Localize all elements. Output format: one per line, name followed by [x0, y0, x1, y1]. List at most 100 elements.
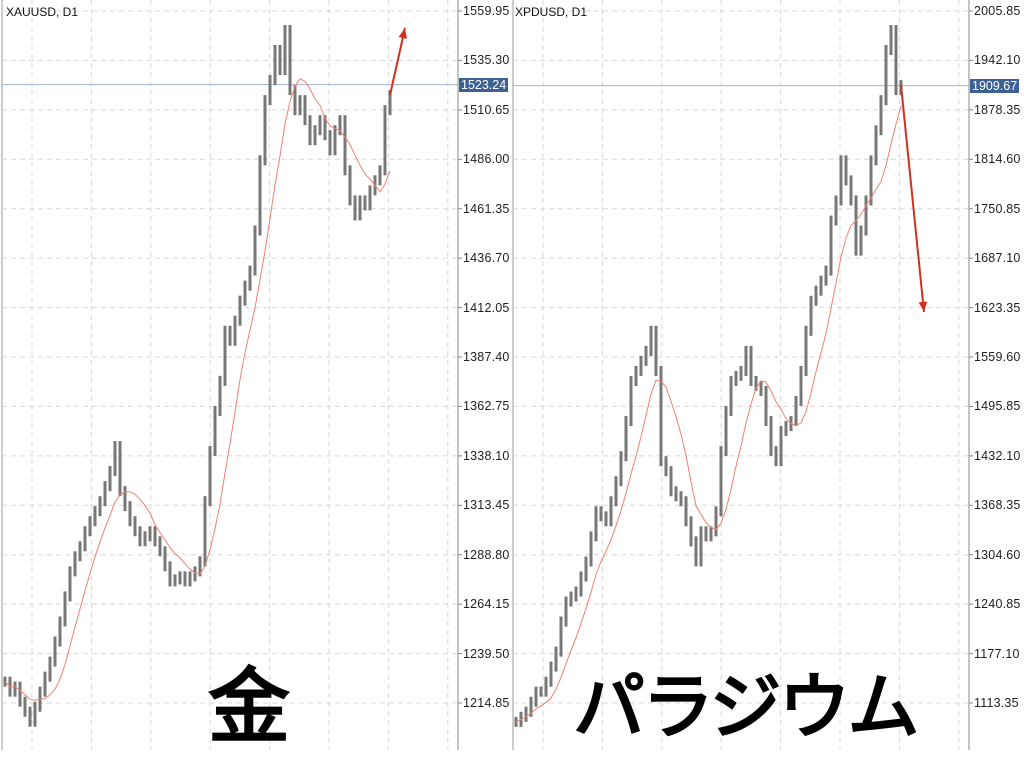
price-bar [724, 406, 728, 457]
price-bar [604, 511, 608, 527]
price-bar [654, 325, 658, 376]
price-bar [869, 155, 873, 206]
price-bar [343, 115, 347, 176]
y-tick-label: 1623.35 [974, 300, 1021, 315]
price-bar [328, 130, 332, 156]
y-tick-label: 1687.10 [974, 251, 1021, 266]
price-bar [884, 45, 888, 106]
price-bar [308, 115, 312, 146]
price-bar [874, 125, 878, 166]
y-tick-label: 1461.35 [463, 201, 510, 216]
price-bar [248, 265, 252, 291]
price-bar [113, 441, 117, 477]
price-bar [358, 195, 362, 221]
price-bar [213, 405, 217, 457]
price-bar [33, 701, 37, 727]
y-tick-label: 1495.85 [974, 399, 1021, 414]
price-bar [238, 295, 242, 326]
palladium-chart-panel[interactable]: XPDUSD, D1 2005.85 1942.10 1878.35 1814.60 1… [511, 0, 1024, 750]
palladium-symbol-label: XPDUSD, D1 [515, 5, 588, 19]
price-bar [133, 516, 137, 537]
price-bar [669, 466, 673, 497]
moving-average-line [4, 78, 391, 701]
trend-arrow-head-icon [398, 28, 407, 39]
price-bar [223, 325, 227, 386]
price-bar [539, 686, 543, 697]
price-bar [383, 105, 387, 176]
price-bar [283, 24, 287, 76]
price-bar [93, 506, 97, 527]
price-bar [158, 536, 162, 557]
price-bar [769, 416, 773, 457]
gold-overlay-label: 金 [208, 660, 291, 755]
price-bar [799, 365, 803, 406]
price-bar [624, 416, 628, 462]
price-bar [368, 185, 372, 211]
y-tick-label: 1486.00 [463, 152, 510, 167]
price-bar [579, 571, 583, 597]
y-tick-label: 1113.35 [974, 696, 1019, 710]
price-bar [839, 155, 843, 206]
price-bar [138, 526, 142, 547]
price-bar [78, 541, 82, 562]
price-bar [809, 295, 813, 336]
price-bar [23, 696, 27, 717]
price-bar [599, 506, 603, 522]
y-tick-label: 1338.10 [463, 448, 510, 463]
price-bar [569, 591, 573, 607]
y-tick-label: 1239.50 [463, 646, 510, 661]
price-bar [178, 571, 182, 585]
price-bar [118, 441, 122, 497]
price-bar [388, 90, 392, 116]
y-tick-label: 1878.35 [974, 102, 1021, 117]
price-bar [864, 195, 868, 236]
y-tick-label: 1942.10 [974, 53, 1021, 68]
price-bar [664, 456, 668, 477]
price-bar [704, 526, 708, 542]
price-bar [854, 195, 858, 256]
price-bar [188, 571, 192, 587]
price-bar [123, 486, 127, 512]
price-bar [268, 75, 272, 106]
price-bar [614, 476, 618, 507]
gold-chart-panel[interactable]: XAUUSD, D1 1559.95 1535.30 1510.65 1486.00 1… [0, 0, 511, 755]
price-bar [163, 546, 167, 572]
y-tick-label: 1368.35 [974, 498, 1021, 513]
price-bar [303, 95, 307, 126]
price-bar [639, 355, 643, 376]
y-tick-label: 1535.30 [463, 53, 510, 68]
price-bar [28, 706, 32, 727]
y-tick-label: 1288.80 [463, 547, 510, 562]
price-bar [699, 526, 703, 567]
price-bar [318, 115, 322, 136]
y-tick-label: 1304.60 [974, 547, 1021, 562]
price-bar [58, 616, 62, 647]
price-bar [333, 125, 337, 156]
y-tick-label: 1750.85 [974, 201, 1021, 216]
price-bar [88, 516, 92, 537]
price-bar [844, 155, 848, 186]
price-bar [759, 380, 763, 396]
price-bar [153, 526, 157, 547]
price-bar [739, 365, 743, 381]
price-bar [734, 370, 738, 386]
price-bar [554, 646, 558, 672]
price-bar [98, 496, 102, 517]
price-bar [629, 375, 633, 427]
price-bar [659, 365, 663, 467]
price-bar [338, 115, 342, 136]
price-bar [574, 586, 578, 602]
y-tick-label: 1264.15 [463, 597, 510, 612]
price-bar [754, 375, 758, 391]
price-bar [894, 25, 898, 96]
price-bar [103, 481, 107, 507]
price-bar [293, 85, 297, 116]
price-bar [804, 325, 808, 376]
price-bar [198, 556, 202, 577]
price-bar [714, 506, 718, 537]
price-bar [348, 165, 352, 206]
gold-chart-svg [1, 0, 462, 750]
price-bar [83, 526, 87, 552]
y-tick-label: 1559.95 [463, 4, 510, 18]
price-bar [203, 496, 207, 567]
